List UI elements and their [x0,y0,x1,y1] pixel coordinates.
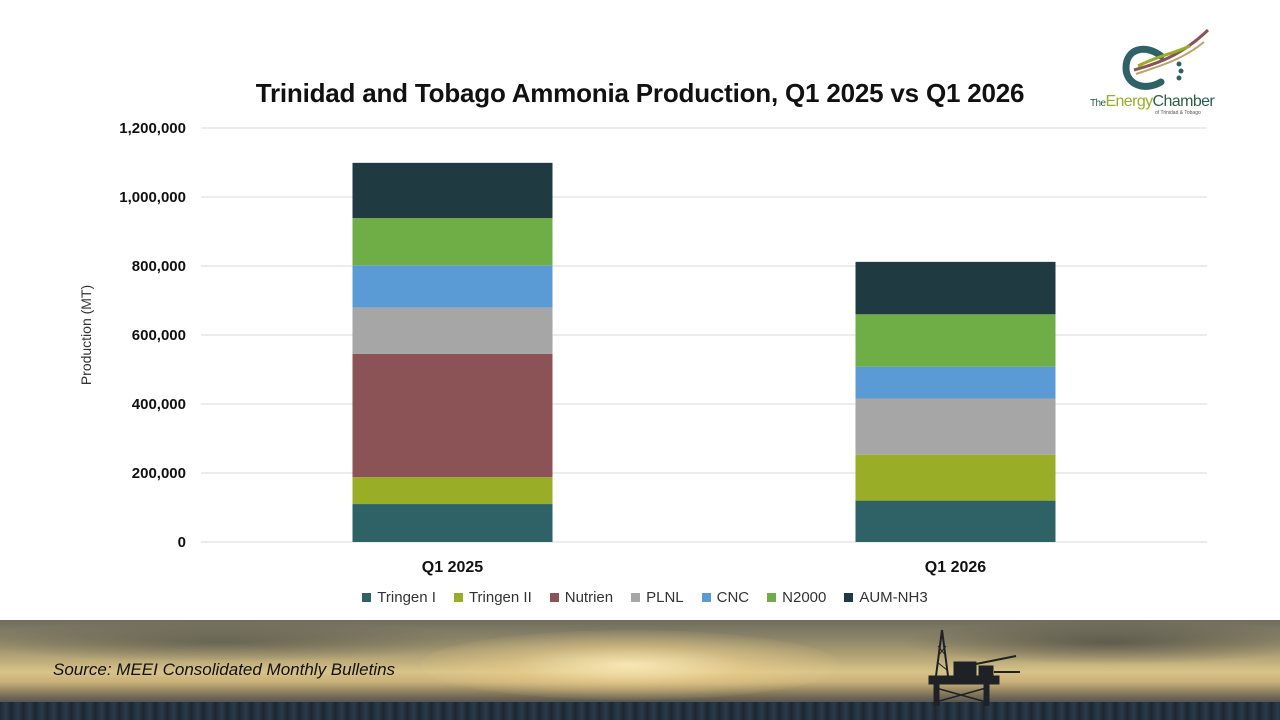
sun-glow [420,630,840,700]
source-note: Source: MEEI Consolidated Monthly Bullet… [53,660,396,679]
bar-segment-n2000 [855,314,1056,367]
y-tick-label: 200,000 [132,465,186,482]
legend-item: CNC [701,589,750,606]
legend: Tringen I Tringen II Nutrien PLNL CNC N2000 AU… [0,589,1280,606]
oil-rig-icon [928,629,1020,706]
y-axis-title: Production (MT) [78,285,94,385]
legend-item: N2000 [767,589,826,606]
legend-swatch [701,593,711,602]
y-tick-label: 800,000 [132,258,186,275]
logo-subtext: of Trinidad & Tobago [1155,110,1201,116]
footer-banner: Source: MEEI Consolidated Monthly Bullet… [0,620,1280,720]
legend-item: Tringen II [453,589,532,606]
sea-decoration [0,702,1280,720]
x-category-label: Q1 2025 [422,559,483,576]
legend-label: Nutrien [564,589,614,606]
x-axis-categories: Q1 2025 Q1 2026 [422,559,986,576]
y-tick-label: 0 [178,534,186,551]
legend-label: AUM-NH3 [859,589,928,606]
legend-swatch [549,593,559,602]
energy-chamber-logo [1122,28,1210,90]
legend-item: PLNL [631,589,684,606]
bars [352,162,1056,542]
legend-swatch [844,593,854,602]
chart-area: 0 200,000 400,000 600,000 800,000 1,000,000 1,… [78,120,1207,576]
bar-segment-aum-nh3 [352,162,553,219]
legend-swatch [767,593,777,602]
y-tick-label: 1,200,000 [119,120,186,137]
bar-segment-aum-nh3 [855,261,1056,315]
legend-label: Tringen I [377,589,436,606]
bar-segment-tringen-i [855,500,1056,542]
bar-segment-n2000 [352,218,553,266]
bar-segment-tringen-ii [855,454,1056,501]
legend-swatch [453,593,463,602]
legend-item: Nutrien [549,589,614,606]
legend-label: CNC [716,589,750,606]
legend-item: Tringen I [362,589,436,606]
cloud-decoration [0,622,480,662]
y-axis-ticks: 0 200,000 400,000 600,000 800,000 1,000,000 1,… [119,120,186,551]
gridlines [201,127,1207,543]
bar-segment-plnl [855,398,1056,455]
legend-label: Tringen II [468,589,532,606]
bar-segment-tringen-ii [352,477,553,505]
legend-swatch [631,593,641,602]
bar-segment-tringen-i [352,504,553,542]
bar-segment-cnc [855,366,1056,399]
y-tick-label: 400,000 [132,396,186,413]
logo-wordmark: TheEnergyChamber [1090,93,1215,110]
chart-title: Trinidad and Tobago Ammonia Production, … [255,78,1025,108]
y-tick-label: 600,000 [132,327,186,344]
legend-swatch [362,593,372,602]
legend-item: AUM-NH3 [844,589,928,606]
bar-segment-cnc [352,265,553,308]
y-tick-label: 1,000,000 [119,189,186,206]
cloud-decoration [900,620,1280,665]
bar-segment-nutrien [352,353,553,478]
legend-label: PLNL [646,589,684,606]
legend-label: N2000 [782,589,827,606]
bar-segment-plnl [352,307,553,354]
x-category-label: Q1 2026 [925,559,986,576]
